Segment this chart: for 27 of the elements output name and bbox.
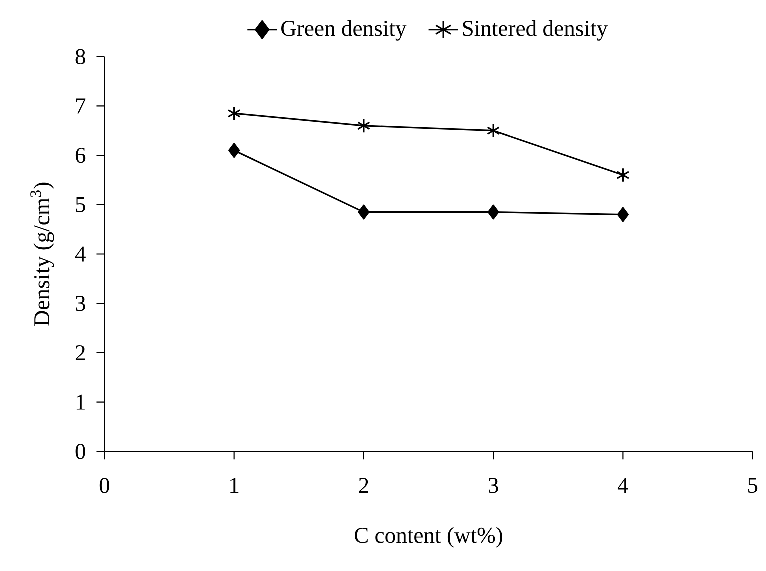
y-tick-label: 0 bbox=[76, 444, 86, 460]
y-tick-label: 2 bbox=[76, 345, 86, 360]
y-axis-title: Density (g/cm$^{3}$) bbox=[30, 182, 54, 326]
y-tick-label: 7 bbox=[76, 98, 86, 114]
x-tick-label: 5 bbox=[748, 478, 758, 493]
point bbox=[357, 118, 371, 134]
y-tick-label: 6 bbox=[76, 148, 86, 163]
point bbox=[617, 207, 629, 222]
x-tick-label: 2 bbox=[359, 478, 368, 493]
point bbox=[228, 143, 240, 158]
point bbox=[616, 168, 630, 183]
x-tick-label: 0 bbox=[100, 478, 110, 494]
x-axis-title: C content (wt%) bbox=[354, 527, 502, 548]
y-tick-label: 8 bbox=[76, 49, 86, 64]
y-tick-label: 3 bbox=[76, 296, 86, 312]
legend-label: Sintered density bbox=[463, 20, 608, 41]
legend-label: Green density bbox=[282, 20, 407, 41]
y-tick-label: 4 bbox=[75, 246, 86, 262]
x-tick-label: 1 bbox=[230, 478, 239, 493]
point bbox=[488, 204, 500, 220]
y-tick-label: 1 bbox=[76, 394, 85, 410]
point bbox=[487, 123, 500, 138]
x-tick-label: 3 bbox=[489, 478, 498, 494]
point bbox=[358, 204, 370, 220]
point bbox=[228, 106, 241, 121]
y-tick-label: 5 bbox=[76, 197, 86, 212]
x-tick-label: 4 bbox=[618, 478, 628, 493]
